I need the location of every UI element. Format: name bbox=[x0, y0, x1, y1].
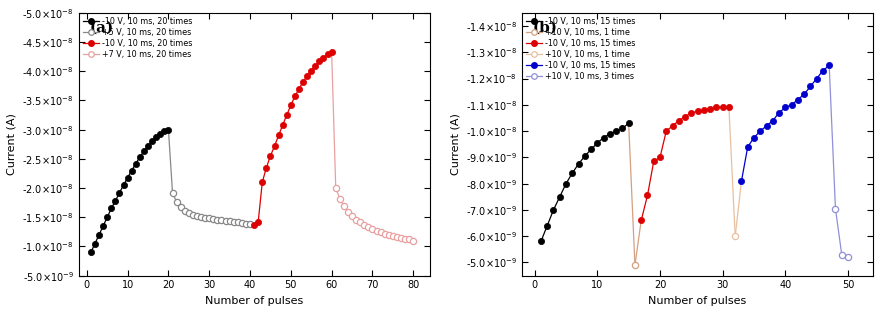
Legend: -10 V, 10 ms, 15 times, +10 V, 10 ms, 1 time, -10 V, 10 ms, 15 times, +10 V, 10 : -10 V, 10 ms, 15 times, +10 V, 10 ms, 1 … bbox=[524, 15, 637, 83]
X-axis label: Number of pulses: Number of pulses bbox=[205, 296, 304, 306]
Y-axis label: Current (A): Current (A) bbox=[451, 113, 460, 175]
X-axis label: Number of pulses: Number of pulses bbox=[649, 296, 747, 306]
Legend: -10 V, 10 ms, 20 times, +5 V, 10 ms, 20 times, -10 V, 10 ms, 20 times, +7 V, 10 : -10 V, 10 ms, 20 times, +5 V, 10 ms, 20 … bbox=[81, 15, 194, 60]
Text: (a): (a) bbox=[89, 21, 114, 35]
Text: (b): (b) bbox=[532, 21, 558, 35]
Y-axis label: Current (A): Current (A) bbox=[7, 113, 17, 175]
